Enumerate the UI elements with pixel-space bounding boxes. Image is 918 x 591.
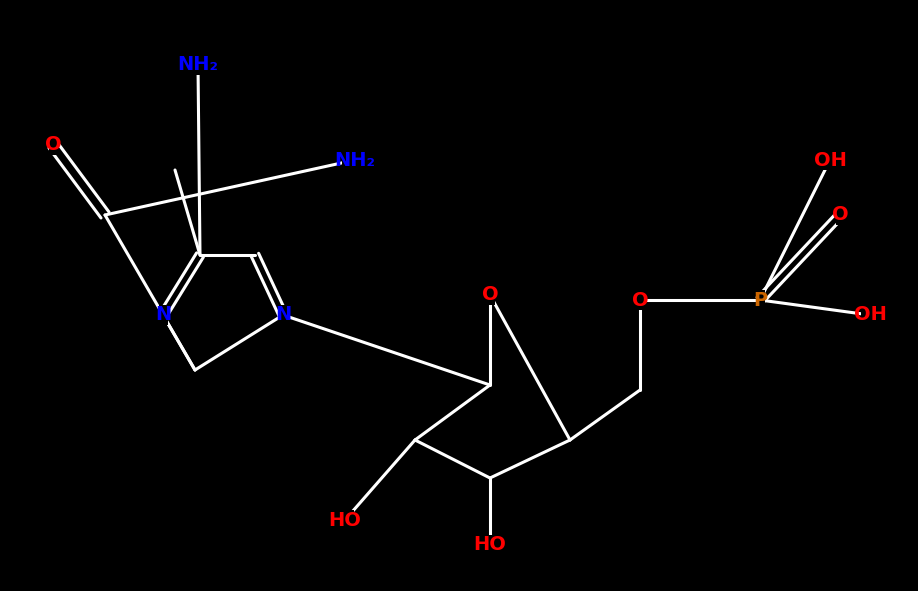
Text: P: P	[753, 291, 767, 310]
Text: OH: OH	[813, 151, 846, 170]
Text: HO: HO	[329, 511, 362, 530]
FancyBboxPatch shape	[835, 205, 845, 225]
FancyBboxPatch shape	[336, 510, 354, 530]
Text: O: O	[45, 135, 62, 154]
Text: NH₂: NH₂	[177, 56, 218, 74]
FancyBboxPatch shape	[486, 285, 495, 305]
FancyBboxPatch shape	[481, 535, 499, 555]
Text: O: O	[832, 206, 848, 225]
FancyBboxPatch shape	[278, 305, 287, 325]
FancyBboxPatch shape	[821, 150, 839, 170]
Text: N: N	[274, 306, 291, 324]
FancyBboxPatch shape	[159, 305, 167, 325]
FancyBboxPatch shape	[635, 290, 644, 310]
FancyBboxPatch shape	[49, 135, 58, 155]
Text: O: O	[482, 285, 498, 304]
Text: N: N	[155, 306, 171, 324]
FancyBboxPatch shape	[185, 55, 211, 75]
Text: OH: OH	[854, 306, 887, 324]
FancyBboxPatch shape	[756, 290, 765, 310]
FancyBboxPatch shape	[341, 150, 368, 170]
Text: HO: HO	[474, 535, 507, 554]
FancyBboxPatch shape	[861, 305, 879, 325]
Text: NH₂: NH₂	[334, 151, 375, 170]
Text: O: O	[632, 291, 648, 310]
